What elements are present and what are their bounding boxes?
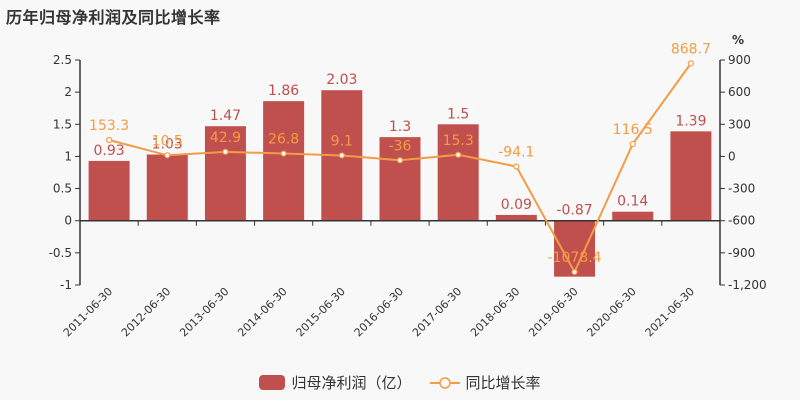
left-tick-label: 1.5 (53, 117, 72, 131)
left-tick-label: 0 (64, 214, 72, 228)
bar-value-label: 1.86 (268, 83, 299, 99)
growth-value-label: 15.3 (443, 133, 474, 149)
growth-value-label: -36 (389, 138, 412, 154)
bar-value-label: 0.93 (94, 143, 125, 159)
x-tick-label: 2021-06-30 (643, 285, 697, 339)
chart-title: 历年归母净利润及同比增长率 (6, 8, 221, 27)
chart-plot: 2.521.510.50-0.5-19006003000-300-600-900… (49, 33, 767, 339)
bar[interactable] (612, 211, 654, 221)
x-tick-label: 2016-06-30 (352, 285, 406, 339)
bar-value-label: 2.03 (326, 72, 357, 88)
growth-value-label: -94.1 (498, 145, 534, 161)
left-tick-label: -0.5 (49, 246, 72, 260)
x-tick-label: 2012-06-30 (119, 285, 173, 339)
x-tick-label: 2020-06-30 (584, 285, 638, 339)
x-tick-label: 2014-06-30 (235, 285, 289, 339)
right-tick-label: 300 (728, 117, 751, 131)
x-tick-label: 2018-06-30 (468, 285, 522, 339)
legend-item-net-profit[interactable]: 归母净利润（亿） (259, 372, 412, 393)
growth-point[interactable] (687, 60, 695, 67)
chart-legend: 归母净利润（亿） 同比增长率 (0, 372, 800, 393)
left-tick-label: 2.5 (53, 53, 72, 67)
bar-value-label: -0.87 (556, 203, 592, 219)
right-tick-label: -300 (728, 182, 755, 196)
x-tick-label: 2011-06-30 (61, 285, 115, 339)
growth-value-label: 868.7 (671, 41, 711, 57)
growth-point[interactable] (222, 148, 229, 155)
line-marker-icon (429, 376, 460, 389)
bar[interactable] (554, 220, 596, 277)
bar-value-label: 1.5 (447, 106, 469, 122)
right-tick-label: -900 (728, 246, 755, 260)
x-tick-label: 2017-06-30 (410, 285, 464, 339)
growth-value-label: 26.8 (268, 132, 299, 148)
growth-value-label: -1078.4 (548, 250, 602, 266)
bar-value-label: 0.14 (617, 194, 648, 210)
growth-point[interactable] (164, 152, 171, 159)
legend-label-growth-rate: 同比增长率 (465, 374, 541, 392)
x-tick-label: 2019-06-30 (526, 285, 580, 339)
x-tick-label: 2015-06-30 (294, 285, 348, 339)
x-tick-label: 2013-06-30 (177, 285, 231, 339)
growth-point[interactable] (455, 151, 462, 158)
bar-swatch-icon (259, 375, 286, 390)
bar[interactable] (495, 214, 537, 221)
bar[interactable] (146, 154, 188, 221)
bar-value-label: 1.03 (152, 137, 183, 153)
right-tick-label: 600 (728, 85, 751, 99)
legend-item-growth-rate[interactable]: 同比增长率 (429, 372, 541, 393)
growth-point[interactable] (396, 157, 404, 164)
bar-value-label: 1.39 (675, 113, 706, 129)
left-tick-label: 2 (64, 85, 72, 99)
growth-point[interactable] (338, 152, 345, 159)
growth-value-label: 42.9 (210, 130, 241, 146)
left-tick-label: 0.5 (53, 182, 72, 196)
right-tick-label: 900 (728, 53, 751, 67)
right-tick-label: -600 (728, 214, 755, 228)
bar[interactable] (379, 137, 421, 221)
right-tick-label: -1,200 (728, 278, 767, 292)
growth-point[interactable] (571, 268, 578, 276)
bar[interactable] (88, 160, 130, 221)
growth-value-label: 153.3 (89, 118, 129, 134)
growth-point[interactable] (280, 150, 287, 157)
bar-value-label: 0.09 (501, 197, 532, 213)
right-tick-label: 0 (728, 149, 736, 163)
left-tick-label: -1 (60, 278, 72, 292)
bar[interactable] (670, 131, 712, 221)
growth-value-label: 9.1 (331, 133, 353, 149)
bar[interactable] (263, 101, 305, 221)
bar[interactable] (204, 126, 246, 221)
bar-value-label: 1.3 (389, 119, 411, 135)
growth-point[interactable] (629, 140, 636, 148)
left-tick-label: 1 (64, 149, 72, 163)
bar-value-label: 1.47 (210, 108, 241, 124)
growth-value-label: 116.5 (613, 122, 653, 138)
bar[interactable] (437, 124, 479, 221)
growth-point[interactable] (513, 163, 520, 170)
growth-value-label: 10.5 (152, 133, 183, 149)
right-axis-unit: % (732, 33, 744, 47)
legend-label-net-profit: 归母净利润（亿） (291, 374, 412, 392)
growth-point[interactable] (105, 136, 113, 144)
